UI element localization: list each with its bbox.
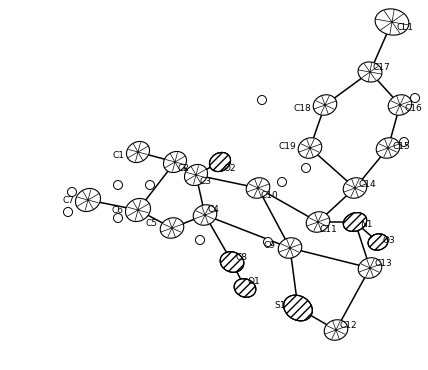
Ellipse shape xyxy=(376,138,400,158)
Text: C15: C15 xyxy=(393,141,411,151)
Text: C7: C7 xyxy=(62,195,74,205)
Ellipse shape xyxy=(193,205,217,225)
Text: C2: C2 xyxy=(178,164,190,172)
Circle shape xyxy=(277,178,286,186)
Ellipse shape xyxy=(343,213,367,231)
Text: C16: C16 xyxy=(405,104,423,112)
Text: O3: O3 xyxy=(383,235,396,245)
Text: C1: C1 xyxy=(112,151,124,159)
Ellipse shape xyxy=(278,238,302,258)
Text: O2: O2 xyxy=(224,164,237,172)
Circle shape xyxy=(399,138,408,147)
Text: C6: C6 xyxy=(111,205,123,215)
Ellipse shape xyxy=(234,279,256,297)
Ellipse shape xyxy=(246,178,270,198)
Circle shape xyxy=(264,238,273,246)
Text: C11: C11 xyxy=(320,225,338,233)
Text: C17: C17 xyxy=(373,63,391,71)
Ellipse shape xyxy=(388,95,412,115)
Circle shape xyxy=(301,164,310,172)
Ellipse shape xyxy=(209,152,231,172)
Text: C12: C12 xyxy=(340,320,358,330)
Text: C14: C14 xyxy=(359,179,377,188)
Ellipse shape xyxy=(324,320,348,340)
Ellipse shape xyxy=(209,152,231,172)
Circle shape xyxy=(258,95,267,104)
Text: C10: C10 xyxy=(261,191,279,199)
Text: C5: C5 xyxy=(146,219,158,228)
Ellipse shape xyxy=(306,212,330,232)
Ellipse shape xyxy=(75,188,101,212)
Ellipse shape xyxy=(184,164,208,185)
Text: C9: C9 xyxy=(264,240,276,249)
Ellipse shape xyxy=(358,62,382,82)
Text: N1: N1 xyxy=(360,219,372,229)
Ellipse shape xyxy=(220,252,244,272)
Ellipse shape xyxy=(313,95,337,115)
Ellipse shape xyxy=(284,295,312,321)
Ellipse shape xyxy=(343,213,367,231)
Ellipse shape xyxy=(126,141,149,162)
Text: C19: C19 xyxy=(278,141,296,151)
Ellipse shape xyxy=(125,198,151,222)
Circle shape xyxy=(113,181,122,189)
Ellipse shape xyxy=(234,279,256,297)
Ellipse shape xyxy=(343,178,367,198)
Text: C4: C4 xyxy=(208,205,220,213)
Ellipse shape xyxy=(375,9,409,35)
Text: C13: C13 xyxy=(375,259,393,269)
Circle shape xyxy=(410,94,419,102)
Circle shape xyxy=(146,181,155,189)
Ellipse shape xyxy=(220,252,244,272)
Ellipse shape xyxy=(368,234,388,250)
Ellipse shape xyxy=(298,138,322,158)
Ellipse shape xyxy=(160,218,184,238)
Text: C3: C3 xyxy=(199,176,211,185)
Circle shape xyxy=(113,213,122,222)
Text: C8: C8 xyxy=(236,252,248,262)
Circle shape xyxy=(68,188,77,196)
Ellipse shape xyxy=(358,258,382,278)
Text: C18: C18 xyxy=(293,104,311,112)
Text: S1: S1 xyxy=(274,300,286,309)
Circle shape xyxy=(196,235,205,245)
Circle shape xyxy=(63,208,72,216)
Ellipse shape xyxy=(368,234,388,250)
Text: CL1: CL1 xyxy=(397,23,414,31)
Text: O1: O1 xyxy=(248,276,261,286)
Ellipse shape xyxy=(284,295,312,321)
Ellipse shape xyxy=(163,151,187,172)
